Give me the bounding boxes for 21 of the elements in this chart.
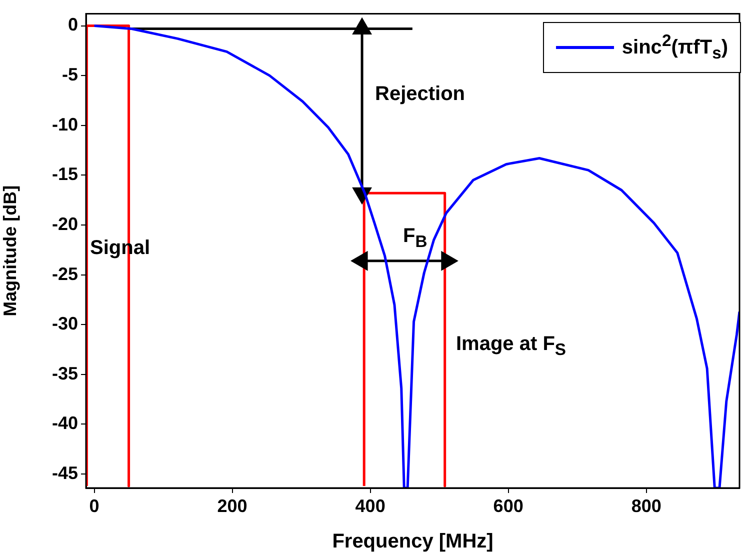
y-tick-label: -5 [62,64,78,85]
y-tick-label: -30 [52,314,78,334]
y-tick-label: -15 [52,164,78,184]
legend-label: sinc$^{2}$(πfT$_{s}$) [622,31,728,64]
annotation: Rejection [375,82,466,106]
y-tick-label: -45 [52,463,78,484]
x-tick-label: 0 [89,496,100,516]
y-tick-label: -35 [52,363,78,384]
y-tick-label: -20 [52,214,78,234]
y-axis-title: Magnitude [dB] [0,185,20,316]
x-tick-label: 600 [493,496,524,516]
annotation: Image at F$_{S}$ [456,332,566,361]
y-tick-label: -40 [52,413,78,434]
x-axis-title: Frequency [MHz] [332,530,494,553]
x-tick-label: 400 [355,496,386,516]
y-tick-label: 0 [68,14,78,35]
x-tick-label: 200 [217,496,248,516]
y-tick-label: -25 [52,264,78,284]
y-tick-label: -10 [52,114,78,134]
annotation: F$_{B}$ [403,224,428,253]
x-tick-label: 800 [631,496,662,516]
